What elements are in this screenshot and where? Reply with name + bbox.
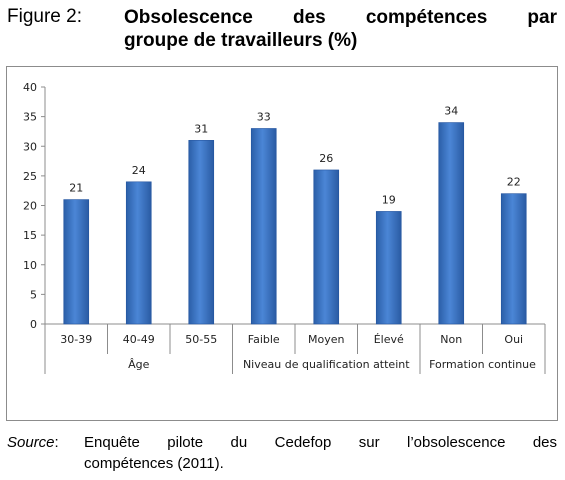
figure-title-line2: groupe de travailleurs (%) [124, 30, 358, 51]
group-label: Formation continue [429, 358, 536, 371]
source-text-line1: Enquête pilote du Cedefop sur l’obsolesc… [84, 434, 557, 451]
y-tick-label: 15 [23, 229, 37, 242]
chart-bars [63, 122, 527, 325]
category-label: Oui [504, 333, 523, 346]
data-label: 26 [319, 152, 333, 165]
group-label: Niveau de qualification atteint [243, 358, 410, 371]
source-label: Source [7, 434, 55, 451]
bar [313, 169, 340, 325]
category-label: Moyen [308, 333, 344, 346]
figure-title-line1: Obsolescence des compétences par [124, 7, 557, 28]
category-label: 40-49 [123, 333, 155, 346]
category-label: Élevé [374, 333, 404, 346]
data-label: 24 [132, 164, 146, 177]
bar [375, 211, 402, 325]
category-label: Non [440, 333, 462, 346]
bar-chart: 0 5 10 15 20 25 30 35 40 21 30-39 24 40-49 31 50-55 33 F… [23, 81, 546, 374]
data-label: 21 [69, 182, 83, 195]
source-colon: : [54, 434, 59, 451]
y-tick-label: 5 [30, 288, 37, 301]
bar [188, 140, 215, 325]
chart-axes [41, 86, 546, 374]
bar [125, 181, 152, 325]
category-label: Faible [248, 333, 280, 346]
source-text-line2: compétences (2011). [84, 455, 224, 472]
y-tick-label: 35 [23, 111, 37, 124]
chart-frame: 0 5 10 15 20 25 30 35 40 21 30-39 24 40-49 31 50-55 33 F… [6, 66, 558, 421]
data-label: 33 [257, 110, 271, 123]
category-label: 50-55 [185, 333, 217, 346]
data-label: 22 [507, 176, 521, 189]
y-tick-label: 30 [23, 140, 37, 153]
bar [250, 128, 277, 325]
y-tick-label: 20 [23, 200, 37, 213]
data-label: 19 [382, 193, 396, 206]
bar [438, 122, 465, 325]
chart-labels: 0 5 10 15 20 25 30 35 40 21 30-39 24 40-49 31 50-55 33 F… [23, 81, 536, 371]
y-tick-label: 0 [30, 318, 37, 331]
group-label: Âge [128, 358, 150, 371]
data-label: 34 [444, 105, 458, 118]
bar [63, 199, 90, 325]
y-tick-label: 25 [23, 170, 37, 183]
y-tick-label: 40 [23, 81, 37, 94]
figure-title: Obsolescence des compétences par groupe … [124, 6, 557, 52]
y-tick-label: 10 [23, 259, 37, 272]
bar [500, 193, 527, 325]
data-label: 31 [194, 122, 208, 135]
figure-label: Figure 2: [7, 6, 82, 27]
category-label: 30-39 [60, 333, 92, 346]
source-note: Source: Enquête pilote du Cedefop sur l’… [7, 432, 557, 474]
